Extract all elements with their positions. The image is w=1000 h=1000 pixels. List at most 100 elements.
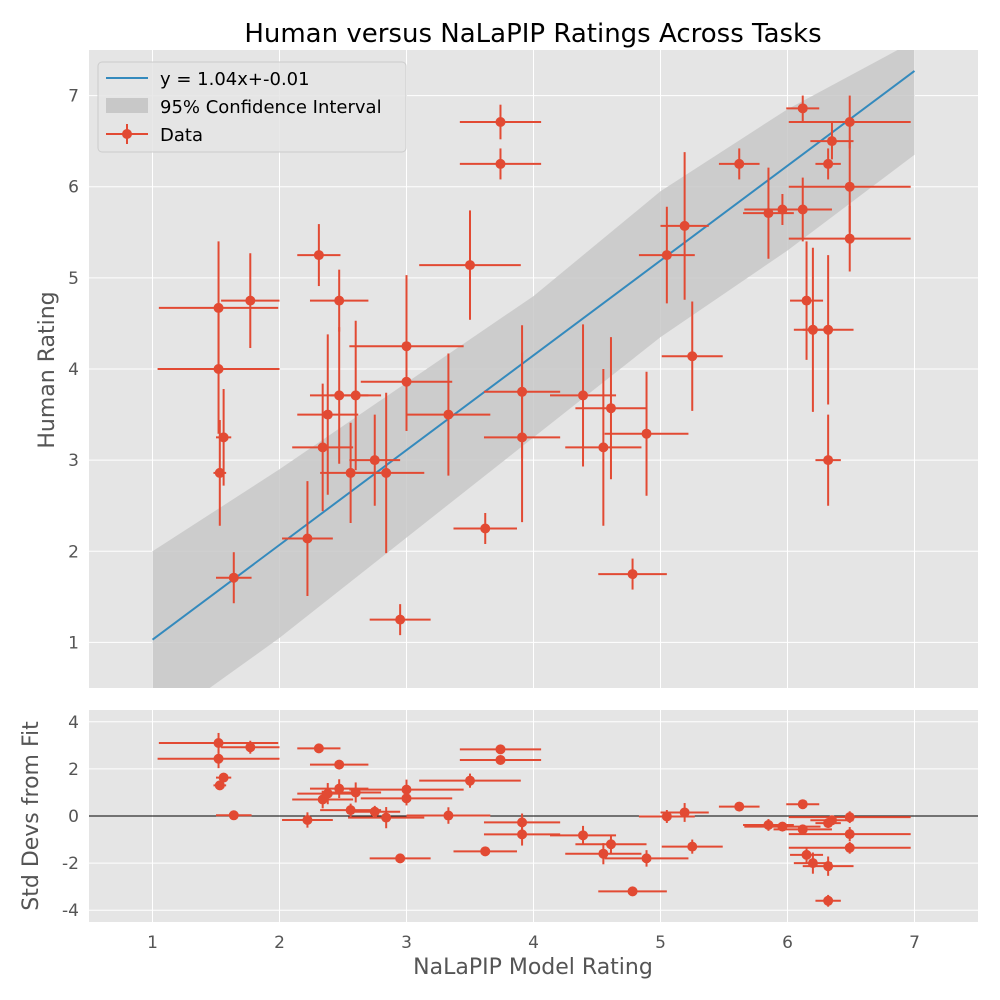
data-marker — [517, 432, 528, 443]
residual-marker — [763, 819, 774, 830]
residual-marker — [443, 810, 454, 821]
residual-point — [459, 744, 542, 755]
data-marker — [350, 390, 361, 401]
residual-marker — [598, 848, 609, 859]
x-tick-label: 7 — [909, 933, 920, 953]
data-point — [598, 558, 667, 590]
data-marker — [369, 455, 380, 466]
residual-point — [369, 853, 431, 864]
main-y-tick-label: 7 — [68, 87, 79, 107]
data-marker — [395, 614, 406, 625]
data-marker — [495, 117, 506, 128]
data-point — [604, 371, 689, 496]
residual-marker — [823, 895, 834, 906]
residual-marker — [334, 759, 345, 770]
residual-marker — [495, 754, 506, 765]
residual-point — [221, 740, 280, 754]
residual-point — [575, 834, 647, 854]
data-point — [773, 177, 832, 242]
data-point — [790, 241, 824, 360]
data-marker — [495, 158, 506, 169]
residual-plot-area — [89, 732, 978, 907]
data-marker — [578, 390, 589, 401]
data-marker — [661, 250, 672, 261]
residual-marker — [302, 815, 313, 826]
residual-point — [309, 759, 369, 770]
residual-marker — [661, 811, 672, 822]
data-point — [216, 552, 252, 604]
residual-point — [661, 839, 723, 854]
residual-marker — [517, 817, 528, 828]
legend-fit-label: y = 1.04x+-0.01 — [160, 69, 310, 90]
main-y-tick-label: 3 — [68, 451, 79, 471]
data-point — [369, 604, 431, 636]
residual-marker — [313, 743, 324, 754]
data-point — [660, 152, 709, 300]
fit-line — [151, 70, 916, 641]
residual-point — [788, 811, 911, 824]
data-marker — [823, 324, 834, 335]
residual-point — [786, 799, 820, 810]
data-point — [157, 304, 280, 434]
data-marker — [465, 260, 475, 271]
residual-point — [802, 856, 854, 876]
residual-marker — [214, 780, 225, 791]
residual-point — [788, 827, 911, 842]
residual-marker — [627, 886, 638, 897]
main-y-tick-label: 1 — [68, 633, 79, 653]
main-y-tick-label: 5 — [68, 269, 79, 289]
data-marker — [679, 220, 690, 231]
residual-marker — [517, 829, 528, 840]
residual-marker — [687, 841, 698, 852]
residual-point — [348, 807, 425, 829]
data-point — [788, 95, 911, 149]
data-marker — [334, 295, 345, 306]
residual-point — [349, 805, 401, 818]
residual-marker — [401, 784, 412, 795]
data-point — [565, 369, 642, 526]
data-marker — [687, 351, 698, 362]
data-point — [349, 414, 401, 506]
residual-point — [297, 743, 341, 754]
residual-point — [453, 846, 517, 857]
residual-marker — [844, 812, 855, 823]
residual-marker — [334, 783, 345, 794]
residual-point — [660, 803, 709, 822]
residual-point — [598, 886, 667, 897]
data-marker — [302, 533, 313, 544]
data-marker — [401, 376, 412, 387]
residual-marker — [345, 805, 356, 816]
residual-y-tick-label: -4 — [62, 901, 79, 921]
data-marker — [801, 295, 812, 306]
residual-marker — [641, 853, 652, 864]
legend-box — [97, 61, 407, 153]
residual-point — [406, 807, 491, 824]
data-marker — [823, 158, 834, 169]
x-tick-label: 3 — [401, 933, 412, 953]
residual-marker — [322, 788, 333, 799]
residual-marker — [218, 772, 229, 783]
x-tick-label: 5 — [655, 933, 666, 953]
residual-point — [604, 850, 689, 867]
residual-marker — [401, 793, 412, 804]
residual-point — [459, 754, 542, 765]
residual-y-tick-label: -2 — [62, 854, 79, 874]
residual-y-tick-label: 0 — [68, 807, 79, 827]
data-marker — [381, 467, 392, 478]
data-point — [815, 414, 841, 506]
data-marker — [763, 208, 774, 219]
data-marker — [317, 442, 328, 453]
data-point — [221, 253, 280, 349]
residual-marker — [480, 846, 491, 857]
residual-point — [282, 812, 333, 828]
residual-point — [213, 780, 227, 791]
residual-marker — [801, 849, 812, 860]
residual-point — [216, 810, 252, 821]
residual-marker — [381, 812, 392, 823]
data-marker — [245, 295, 256, 306]
x-tick-label: 4 — [528, 933, 539, 953]
data-marker — [598, 442, 609, 453]
data-point — [282, 481, 333, 596]
residual-point — [790, 847, 824, 863]
